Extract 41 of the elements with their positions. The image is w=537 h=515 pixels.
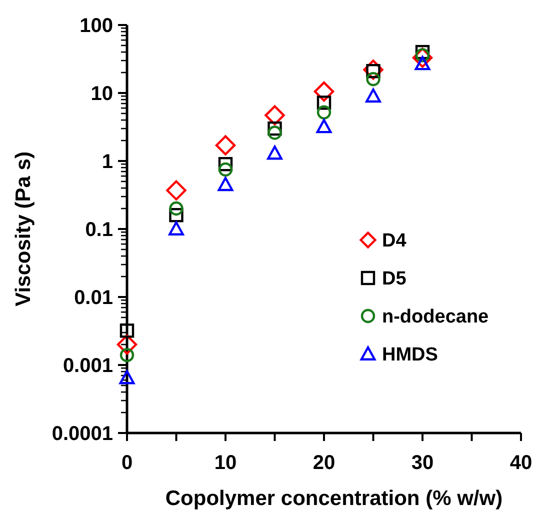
y-tick-label: 0.01 — [74, 287, 113, 309]
point — [267, 146, 282, 160]
point — [314, 81, 334, 102]
x-tick-label: 10 — [214, 452, 237, 474]
x-tick-label: 0 — [121, 452, 133, 474]
point — [215, 135, 236, 156]
legend-label: HMDS — [382, 344, 438, 366]
x-axis-title: Copolymer concentration (% w/w) — [165, 487, 503, 510]
point — [169, 208, 184, 222]
point — [119, 370, 135, 384]
x-tick-label: 30 — [411, 452, 434, 474]
point — [169, 201, 184, 216]
y-axis-title: Viscosity (Pa s) — [12, 152, 35, 306]
point — [268, 121, 282, 136]
point — [366, 88, 381, 103]
point — [168, 221, 184, 236]
x-tick-label: 40 — [510, 452, 532, 474]
point — [218, 176, 234, 192]
point — [116, 334, 138, 355]
y-tick-label: 0.001 — [62, 355, 113, 377]
point — [218, 157, 233, 172]
y-tick-label: 0.0001 — [52, 423, 113, 445]
point — [412, 48, 433, 68]
point — [316, 118, 332, 134]
y-tick-label: 1 — [102, 151, 113, 173]
y-tick-label: 10 — [90, 83, 113, 105]
x-tick-label: 20 — [312, 452, 336, 474]
legend-label: D4 — [382, 230, 407, 252]
point — [264, 105, 285, 126]
legend-label: D5 — [382, 268, 407, 290]
point — [218, 162, 233, 177]
point — [166, 180, 186, 200]
point — [268, 126, 282, 140]
y-tick-label: 100 — [80, 15, 113, 37]
point — [120, 348, 134, 362]
point — [316, 105, 332, 120]
point — [316, 96, 332, 110]
point — [366, 72, 380, 86]
legend-label: n-dodecane — [382, 306, 489, 328]
point — [120, 324, 134, 338]
y-tick-label: 0.1 — [85, 219, 113, 241]
